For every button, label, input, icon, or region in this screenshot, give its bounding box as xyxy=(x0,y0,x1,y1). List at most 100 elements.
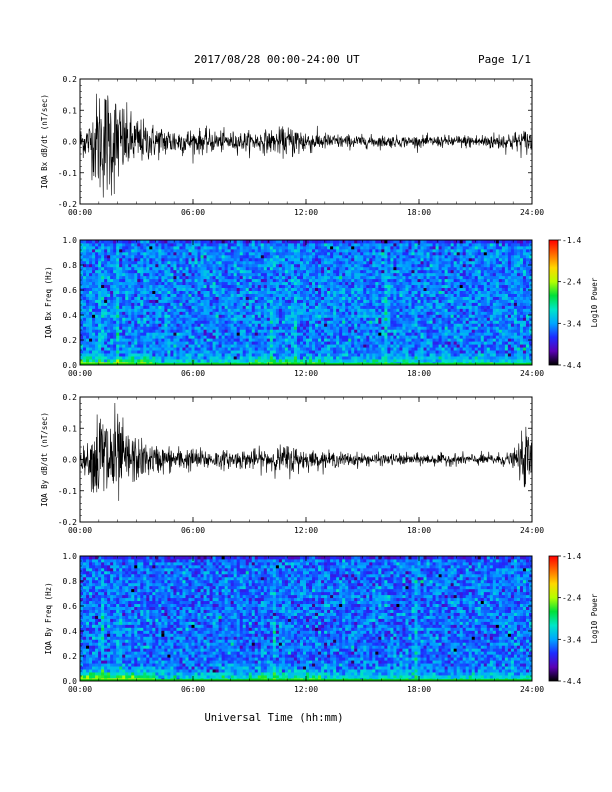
spectrogram-cell xyxy=(312,296,316,300)
spectrogram-cell xyxy=(360,326,364,330)
spectrogram-cell xyxy=(272,308,277,312)
spectrogram-cell xyxy=(119,284,123,289)
spectrogram-cell xyxy=(447,311,452,315)
spectrogram-cell xyxy=(251,341,256,345)
spectrogram-cell xyxy=(263,323,268,327)
spectrogram-cell xyxy=(251,287,256,291)
spectrogram-cell xyxy=(173,272,177,277)
spectrogram-cell xyxy=(158,278,162,283)
spectrogram-cell xyxy=(116,329,120,333)
spectrogram-cell xyxy=(98,278,102,283)
spectrogram-cell xyxy=(492,347,497,351)
spectrogram-cell xyxy=(315,290,319,294)
spectrogram-cell xyxy=(185,338,189,342)
spectrogram-cell xyxy=(179,350,183,354)
spectrogram-cell xyxy=(384,359,388,363)
spectrogram-cell xyxy=(489,281,494,286)
spectrogram-cell xyxy=(269,359,274,363)
spectrogram-cell xyxy=(522,338,527,342)
spectrogram-cell xyxy=(321,314,325,318)
spectrogram-cell xyxy=(167,338,171,342)
spectrogram-cell xyxy=(504,281,509,286)
spectrogram-cell xyxy=(522,302,527,306)
spectrogram-cell xyxy=(333,317,337,321)
spectrogram-cell xyxy=(414,323,418,327)
spectrogram-cell xyxy=(290,311,295,315)
spectrogram-cell xyxy=(125,284,129,289)
spectrogram-cell xyxy=(501,353,506,357)
spectrogram-cell xyxy=(318,275,322,280)
spectrogram-cell xyxy=(348,335,352,339)
spectrogram-cell xyxy=(197,338,201,342)
spectrogram-cell xyxy=(251,266,256,271)
spectrogram-cell xyxy=(203,269,207,274)
spectrogram-cell xyxy=(408,317,412,321)
spectrogram-cell xyxy=(290,287,295,291)
spectrogram-cell xyxy=(146,266,150,271)
spectrogram-cell xyxy=(423,314,427,318)
spectrogram-cell xyxy=(200,326,204,330)
spectrogram-cell xyxy=(444,278,449,283)
spectrogram-cell xyxy=(248,338,253,342)
spectrogram-cell xyxy=(339,341,343,345)
spectrogram-cell xyxy=(146,353,150,357)
spectrogram-cell xyxy=(348,290,352,294)
spectrogram-cell xyxy=(167,323,171,327)
spectrogram-cell xyxy=(269,323,274,327)
spectrogram-cell xyxy=(179,305,183,309)
spectrogram-cell xyxy=(375,344,379,348)
spectrogram-cell xyxy=(113,323,117,327)
spectrogram-cell xyxy=(306,359,310,363)
spectrogram-cell xyxy=(143,317,147,321)
spectrogram-cell xyxy=(263,290,268,294)
spectrogram-cell xyxy=(131,347,135,351)
spectrogram-cell xyxy=(260,338,265,342)
spectrogram-cell xyxy=(224,281,229,286)
spectrogram-cell xyxy=(80,347,84,351)
spectrogram-cell xyxy=(236,305,241,309)
spectrogram-cell xyxy=(227,335,232,339)
spectrogram-cell xyxy=(330,335,334,339)
spectrogram-cell xyxy=(495,344,500,348)
spectrogram-cell xyxy=(236,299,241,303)
spectrogram-cell xyxy=(456,305,461,309)
spectrogram-cell xyxy=(188,332,192,336)
spectrogram-cell xyxy=(360,317,364,321)
spectrogram-cell xyxy=(423,269,427,274)
spectrogram-cell xyxy=(333,314,337,318)
spectrogram-cell xyxy=(233,332,238,336)
spectrogram-cell xyxy=(173,290,177,294)
spectrogram-cell xyxy=(275,338,280,342)
spectrogram-cell xyxy=(507,320,512,324)
spectrogram-cell xyxy=(95,299,99,303)
spectrogram-cell xyxy=(275,314,280,318)
spectrogram-cell xyxy=(396,353,400,357)
spectrogram-cell xyxy=(209,350,213,354)
spectrogram-cell xyxy=(372,353,376,357)
spectrogram-cell xyxy=(116,290,120,294)
spectrogram-cell xyxy=(327,275,331,280)
spectrogram-cell xyxy=(272,323,277,327)
spectrogram-cell xyxy=(330,338,334,342)
spectrogram-cell xyxy=(221,353,226,357)
spectrogram-cell xyxy=(450,278,455,283)
spectrogram-cell xyxy=(158,350,162,354)
spectrogram-cell xyxy=(197,266,201,271)
spectrogram-cell xyxy=(396,296,400,300)
spectrogram-cell xyxy=(360,344,364,348)
spectrogram-cell xyxy=(161,296,165,300)
spectrogram-cell xyxy=(357,341,361,345)
spectrogram-cell xyxy=(155,275,159,280)
spectrogram-cell xyxy=(173,281,177,286)
spectrogram-cell xyxy=(381,344,385,348)
spectrogram-cell xyxy=(296,305,301,309)
spectrogram-cell xyxy=(143,281,147,286)
spectrogram-cell xyxy=(167,305,171,309)
spectrogram-cell xyxy=(369,290,373,294)
spectrogram-cell xyxy=(218,359,223,363)
spectrogram-cell xyxy=(224,269,229,274)
spectrogram-cell xyxy=(191,332,195,336)
spectrogram-cell xyxy=(185,293,189,297)
spectrogram-cell xyxy=(387,359,391,363)
spectrogram-cell xyxy=(444,350,449,354)
